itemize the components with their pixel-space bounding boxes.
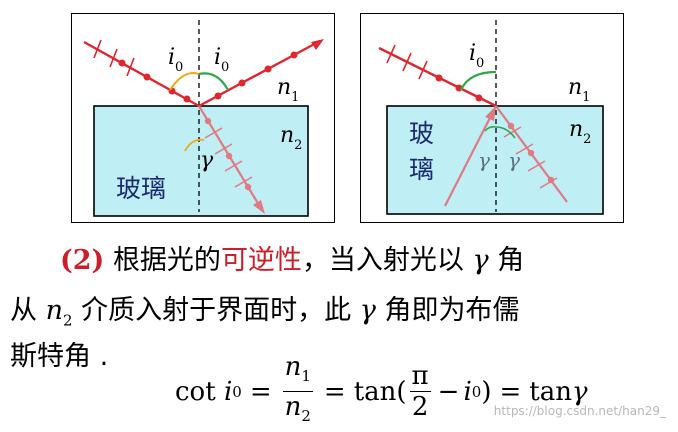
label-n1: n1: [277, 75, 299, 105]
text-segment: 根据光的: [112, 245, 221, 276]
fraction-pi-2: π 2: [409, 361, 431, 423]
paragraph-line-1: (2) 根据光的可逆性，当入射光以 γ 角: [10, 244, 670, 278]
equals-sign: =: [249, 376, 272, 407]
text-segment: 斯特角 .: [10, 341, 109, 372]
sub-0: 0: [232, 382, 242, 401]
text-segment: 角即为布儒: [384, 295, 520, 326]
label-glass-bottom: 璃: [409, 155, 434, 184]
refracted-ray-dots: [507, 122, 555, 184]
left-diagram-panel: i0 i0 n1 n2 γ 玻璃: [71, 13, 335, 223]
tan-fn: tan: [529, 376, 572, 407]
label-gamma-left: γ: [478, 148, 490, 172]
label-n1: n1: [568, 75, 590, 105]
incident-ray-dots: [435, 74, 483, 102]
refracted-arrowhead: [253, 200, 265, 214]
label-i0-right: i0: [214, 45, 229, 75]
refraction-angle-arc: [184, 138, 205, 152]
reflected-ray: [198, 39, 324, 108]
gamma-symbol: γ: [359, 295, 376, 326]
text-segment: 从: [10, 295, 37, 326]
label-glass: 玻璃: [116, 174, 166, 203]
equals-sign: =: [499, 376, 522, 407]
incident-ray: [83, 39, 200, 108]
label-gamma-right: γ: [508, 148, 520, 172]
close-paren: ): [481, 376, 492, 407]
tan-fn: tan(: [353, 376, 407, 407]
text-segment: ，当入射光以: [301, 245, 464, 276]
var-i: i: [223, 376, 233, 407]
var-i: i: [463, 376, 472, 407]
fraction-n1-n2: n1 n2: [282, 352, 313, 426]
label-n2: n2: [569, 117, 591, 147]
reverse-ray: [444, 105, 497, 207]
label-i0: i0: [469, 41, 484, 71]
var-gamma: γ: [571, 376, 588, 407]
label-gamma: γ: [200, 148, 214, 173]
refracted-ray-dots: [204, 117, 252, 191]
sub-0: 0: [471, 382, 482, 401]
reflection-angle-arc: [198, 72, 229, 91]
incidence-angle-arc: [459, 70, 497, 91]
right-diagram-panel: i0 n1 n2 γ γ 玻 璃: [360, 13, 624, 223]
watermark: https://blog.csdn.net/han29_: [493, 404, 666, 418]
cot-fn: cot: [175, 376, 216, 407]
paragraph-line-3: 斯特角 .: [10, 340, 670, 374]
right-diagram: i0 n1 n2 γ γ 玻 璃: [378, 20, 604, 215]
paragraph-line-2: 从 n2 介质入射于界面时，此 γ 角即为布儒: [10, 294, 670, 337]
glass-block: [386, 105, 604, 215]
minus-sign: −: [437, 376, 460, 407]
item-marker: (2): [60, 245, 105, 276]
incidence-angle-arc: [169, 72, 200, 91]
equals-sign: =: [323, 376, 346, 407]
refraction-angle-arc-left: [484, 126, 497, 132]
left-diagram: i0 i0 n1 n2 γ 玻璃: [83, 20, 324, 217]
label-glass-top: 玻: [409, 119, 434, 148]
text-segment: 角: [497, 245, 525, 276]
refraction-angle-arc-right: [495, 126, 516, 139]
label-n2: n2: [280, 123, 302, 153]
glass-block: [93, 105, 309, 217]
text-segment: 介质入射于界面时，此: [81, 295, 352, 326]
n2-symbol: n2: [45, 295, 73, 330]
emphasis-reversibility: 可逆性: [220, 245, 302, 276]
gamma-symbol: γ: [472, 245, 489, 276]
label-i0-left: i0: [168, 45, 183, 75]
